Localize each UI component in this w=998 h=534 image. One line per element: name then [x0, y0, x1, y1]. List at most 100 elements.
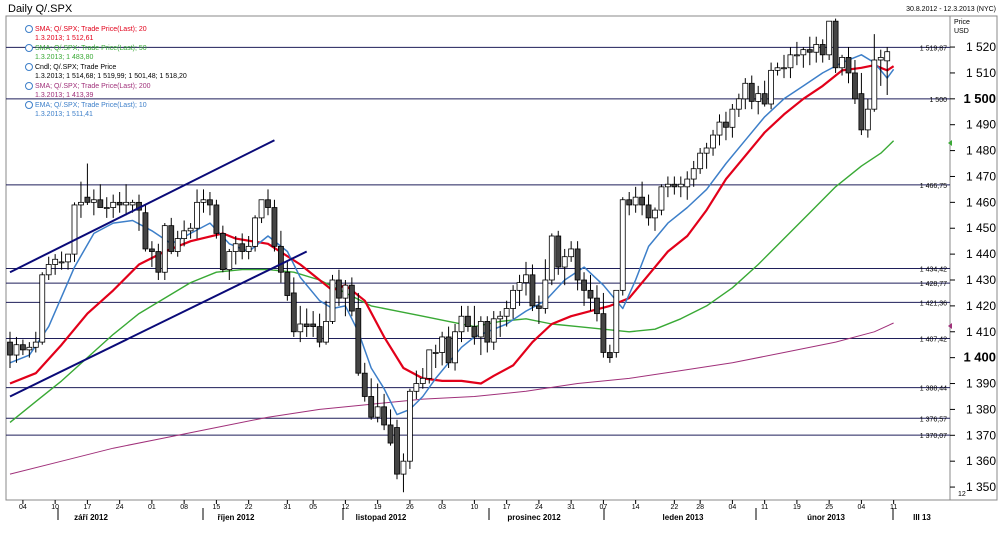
- candle-up: [632, 196, 639, 206]
- day-tick-label: 11: [890, 504, 897, 511]
- day-tick-label: 14: [632, 504, 640, 511]
- candle-down: [155, 251, 162, 273]
- candle-up: [52, 258, 59, 265]
- legend-series-value: 1.3.2013; 1 413,39: [35, 92, 93, 99]
- candle-down: [574, 248, 581, 281]
- day-tick-label: 04: [19, 504, 27, 511]
- candle-up: [755, 93, 762, 102]
- candle-down: [142, 212, 149, 250]
- price-tick-label: 1 410: [966, 325, 996, 339]
- candle-down: [471, 326, 478, 338]
- candle-up: [39, 274, 46, 343]
- candle-up: [426, 349, 433, 379]
- day-tick-label: 24: [116, 504, 124, 511]
- candle-up: [200, 199, 207, 203]
- candle-up: [800, 49, 807, 56]
- level-label: 1 428,77: [920, 281, 947, 288]
- candle-up: [652, 209, 658, 219]
- day-tick-label: 08: [180, 504, 188, 511]
- candle-down: [639, 196, 645, 206]
- candle-up: [877, 57, 884, 61]
- candle-up: [245, 245, 252, 252]
- candle-up: [665, 183, 671, 188]
- day-tick-label: 22: [670, 504, 678, 511]
- candle-down: [852, 72, 858, 100]
- candle-up: [690, 168, 697, 180]
- candle-down: [626, 199, 633, 206]
- legend-series-name: EMA; Q/.SPX; Trade Price(Last); 10: [35, 102, 147, 109]
- candle-down: [606, 352, 613, 359]
- candle-up: [419, 377, 426, 384]
- day-tick-label: 17: [84, 504, 92, 511]
- candle-down: [555, 235, 562, 268]
- level-label: 1 370,07: [920, 433, 947, 440]
- legend-series-name: SMA; Q/.SPX; Trade Price(Last); 50: [35, 45, 147, 52]
- candle-up: [729, 108, 736, 128]
- candle-down: [316, 326, 323, 343]
- candle-down: [148, 248, 155, 252]
- candle-up: [710, 134, 716, 149]
- candle-down: [207, 199, 213, 206]
- day-tick-label: 10: [471, 504, 479, 511]
- candle-down: [239, 243, 246, 252]
- legend-series-value: 1.3.2013; 1 483,80: [35, 54, 93, 61]
- level-label: 1 376,57: [920, 416, 947, 423]
- candle-up: [781, 67, 787, 70]
- trend-lines: [9, 139, 308, 398]
- level-label: 1 434,42: [920, 267, 947, 274]
- candle-up: [568, 248, 575, 258]
- price-tick-label: 1 470: [966, 169, 996, 183]
- day-tick-label: 07: [600, 504, 608, 511]
- candle-up: [123, 201, 129, 206]
- price-tick-label: 1 490: [966, 118, 996, 132]
- legend-series-value: 1.3.2013; 1 514,68; 1 519,99; 1 501,48; …: [35, 73, 187, 80]
- legend-icon: [25, 44, 33, 52]
- candle-down: [394, 427, 400, 475]
- day-tick-label: 01: [148, 504, 156, 511]
- price-label: Price: [954, 19, 970, 26]
- candle-up: [813, 44, 820, 53]
- candle-down: [168, 225, 175, 252]
- legend-series-name: Cndl; Q/.SPX; Trade Price: [35, 64, 116, 71]
- level-label: 1 421,36: [920, 300, 947, 307]
- candle-up: [503, 308, 510, 317]
- candle-up: [613, 289, 620, 353]
- candle-up: [187, 227, 194, 232]
- candle-down: [284, 271, 291, 296]
- candle-up: [774, 67, 781, 71]
- candle-up: [697, 152, 704, 170]
- price-tick-label: 1 380: [966, 402, 996, 416]
- candle-up: [735, 98, 742, 110]
- candle-up: [58, 261, 65, 264]
- date-range: 30.8.2012 - 12.3.2013 (NYC): [906, 6, 996, 13]
- trend-line: [9, 139, 275, 274]
- candle-up: [742, 82, 749, 100]
- legend-series-name: SMA; Q/.SPX; Trade Price(Last); 20: [35, 26, 147, 33]
- candles: [7, 18, 891, 493]
- day-tick-label: 10: [51, 504, 59, 511]
- candle-up: [129, 201, 136, 206]
- currency-label: USD: [954, 28, 969, 35]
- candle-down: [858, 93, 865, 131]
- day-tick-label: 22: [245, 504, 253, 511]
- candle-up: [677, 183, 684, 188]
- month-label: únor 2013: [807, 513, 845, 522]
- candle-down: [806, 49, 813, 53]
- candle-up: [323, 321, 329, 343]
- day-tick-label: 31: [567, 504, 575, 511]
- candle-up: [542, 279, 549, 309]
- price-axis-extra: 12: [958, 491, 966, 498]
- candle-up: [516, 282, 523, 291]
- candle-up: [703, 147, 710, 154]
- candle-down: [19, 344, 26, 351]
- candle-up: [226, 251, 233, 271]
- level-label: 1 519,87: [920, 45, 947, 52]
- trend-line: [9, 250, 308, 398]
- candle-up: [78, 201, 84, 206]
- candle-up: [194, 201, 200, 229]
- candle-down: [387, 424, 394, 444]
- candle-down: [581, 279, 587, 291]
- candle-up: [110, 201, 117, 208]
- candle-down: [587, 289, 594, 299]
- day-tick-label: 19: [374, 504, 382, 511]
